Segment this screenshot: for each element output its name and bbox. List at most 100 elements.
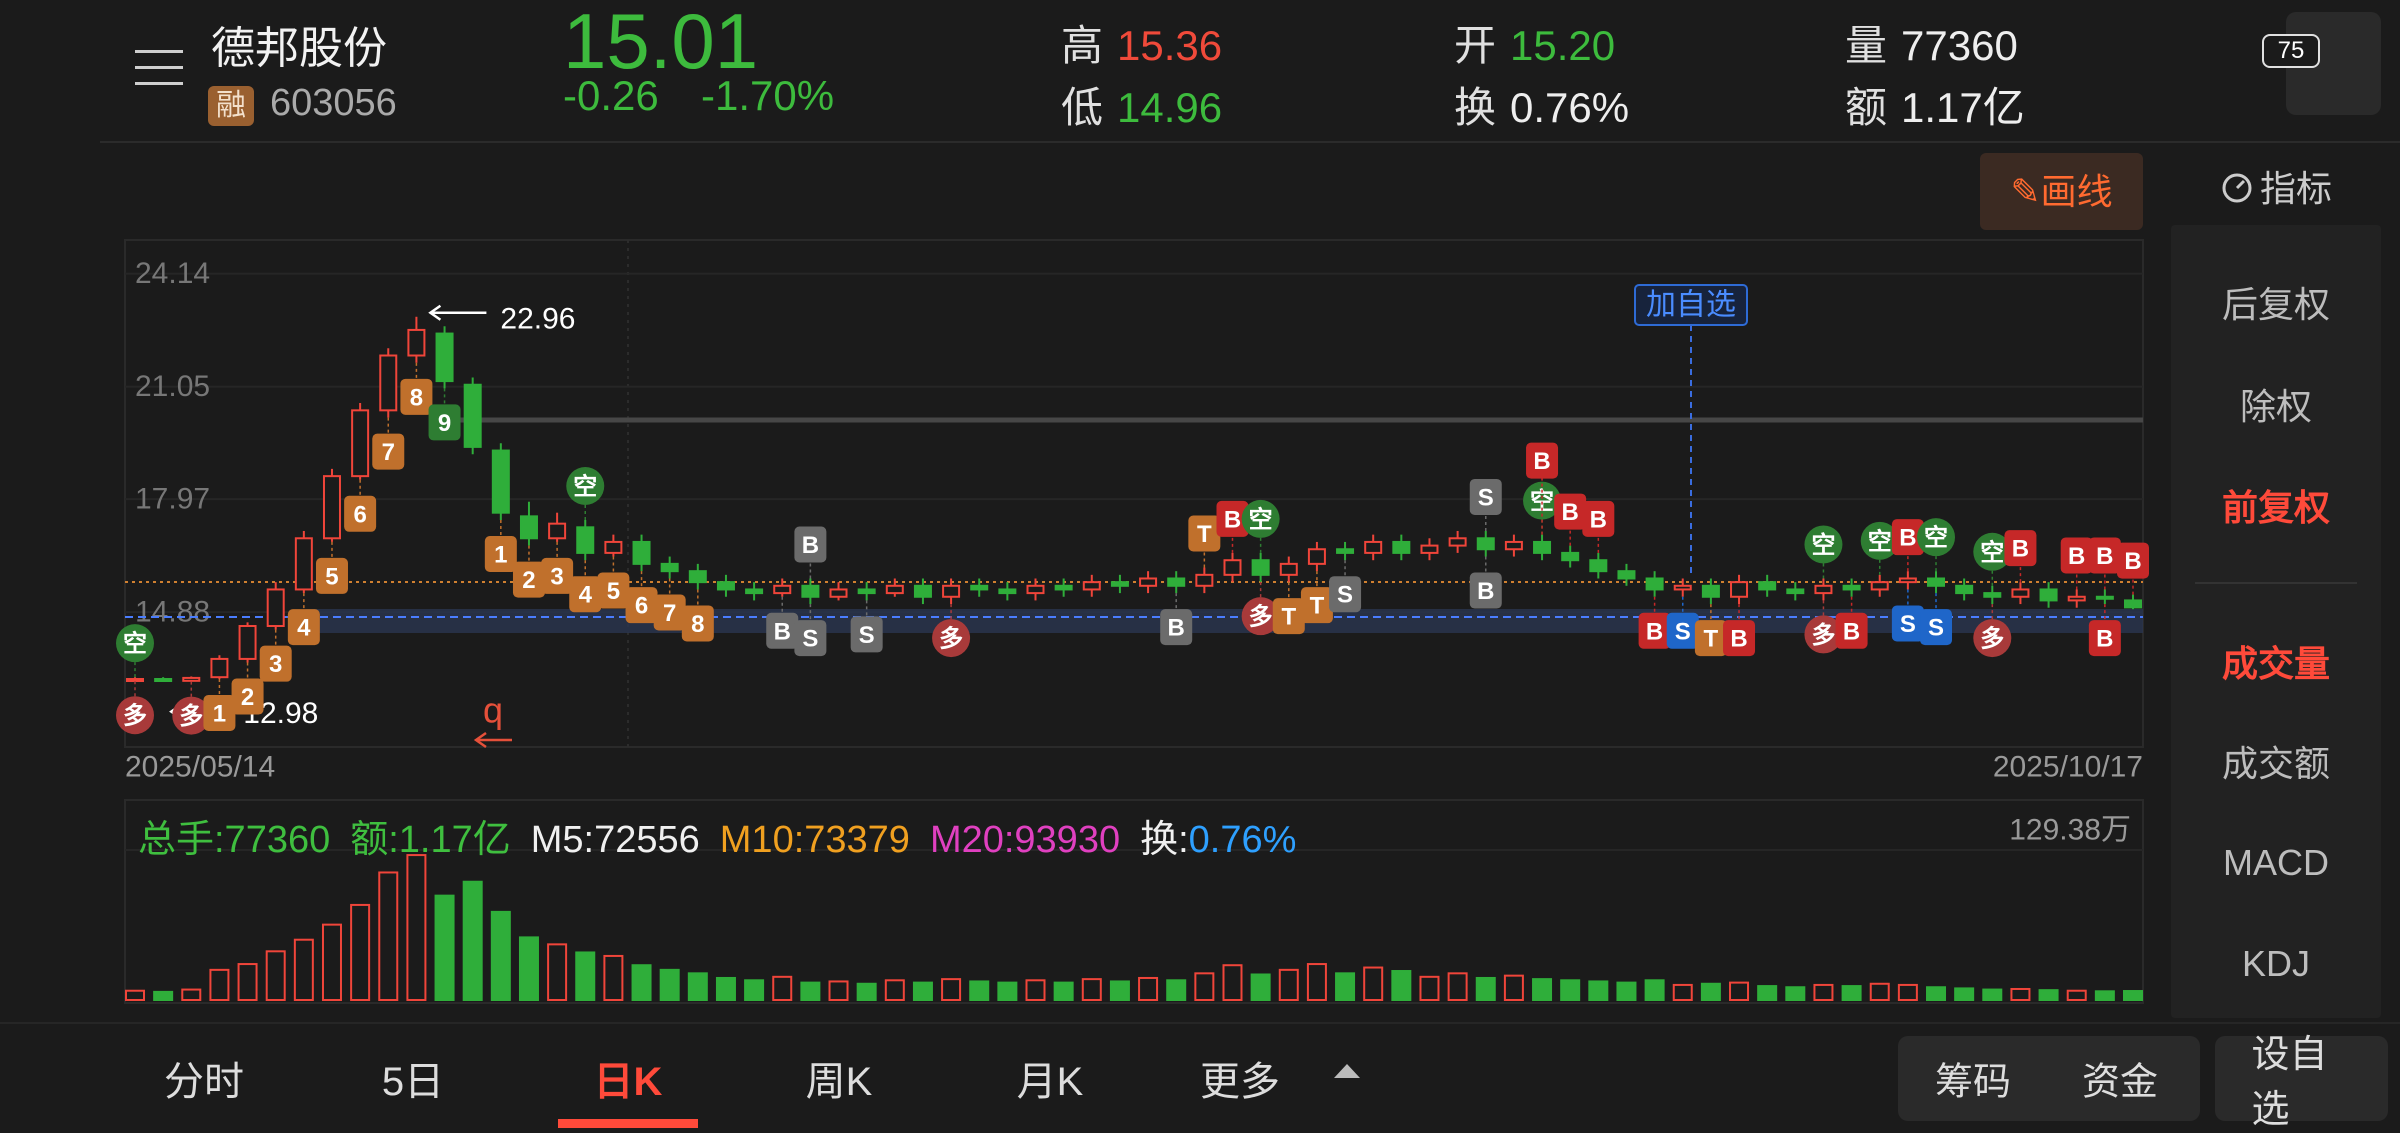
signal-shape xyxy=(1241,499,1280,538)
signal-shape xyxy=(2004,530,2037,567)
volume-bar xyxy=(1813,983,1834,1001)
signal-badge: B xyxy=(1526,442,1559,535)
signal-label: T xyxy=(1704,626,1719,653)
period-tab[interactable]: 分时 xyxy=(164,1060,244,1104)
signal-shape xyxy=(315,557,348,594)
signal-badge: 多 xyxy=(932,604,971,658)
volume-bar xyxy=(1053,981,1074,1002)
candle-body xyxy=(970,584,989,591)
candle-body xyxy=(1730,581,1749,598)
max-arrow-head xyxy=(428,304,442,321)
candle-body xyxy=(913,584,932,598)
signal-badge: 1 xyxy=(203,679,236,732)
signal-shape xyxy=(287,609,320,646)
volume-bar xyxy=(1560,979,1581,1001)
volume-stat: 换: xyxy=(1140,819,1189,861)
signal-shape xyxy=(932,619,971,658)
signal-label: B xyxy=(802,532,819,559)
side-menu-item[interactable]: 成交量 xyxy=(2221,643,2330,684)
signal-badge: B xyxy=(2117,542,2149,595)
period-tab[interactable]: 周K xyxy=(805,1060,873,1104)
signal-label: B xyxy=(2124,548,2141,575)
candle-body xyxy=(1870,581,1889,591)
funds-button[interactable]: 资金 xyxy=(2081,1061,2159,1104)
period-tab[interactable]: 更多 xyxy=(1200,1060,1280,1104)
volume-bar xyxy=(547,943,568,1001)
side-menu-item[interactable]: KDJ xyxy=(2241,943,2310,984)
more-arrow[interactable] xyxy=(1334,1064,1360,1078)
volume-bar xyxy=(997,981,1018,1002)
period-tab[interactable]: 月K xyxy=(1016,1060,1084,1104)
candle-body xyxy=(519,515,538,540)
signal-shape xyxy=(2060,537,2093,574)
signal-badge: B xyxy=(2088,604,2121,657)
volume-bar xyxy=(1869,982,1890,1001)
candle-body xyxy=(126,678,144,683)
signal-label: 多 xyxy=(1249,604,1273,631)
candle-body xyxy=(1617,570,1636,580)
period-tab[interactable]: 日K xyxy=(593,1060,663,1104)
quote-value: 15.36 xyxy=(1117,22,1223,69)
signal-label: 8 xyxy=(691,611,704,638)
side-menu-item[interactable]: 成交额 xyxy=(2221,743,2330,784)
volume-bar xyxy=(603,954,624,1001)
add-watchlist-button[interactable]: 设自选 xyxy=(2251,1034,2328,1131)
signal-shape xyxy=(1188,515,1221,552)
menu-icon[interactable] xyxy=(135,50,183,86)
signal-badge: 7 xyxy=(653,578,686,631)
volume-bar xyxy=(1025,979,1046,1001)
signal-badge: B xyxy=(1638,596,1671,649)
candle-body xyxy=(1842,584,1861,591)
draw-line-button[interactable]: ✎画线 xyxy=(1980,153,2143,230)
side-menu-item[interactable]: 后复权 xyxy=(2221,284,2330,325)
quote-value: 15.20 xyxy=(1510,22,1616,69)
volume-bar xyxy=(1419,975,1440,1002)
signal-badge: S xyxy=(1469,478,1502,531)
quote-label: 额 xyxy=(1845,84,1888,131)
volume-bar xyxy=(1785,986,1806,1002)
x-tick-label: 2025/05/14 xyxy=(125,751,275,784)
signal-badge: 多 xyxy=(1804,600,1843,654)
side-menu-item[interactable]: MACD xyxy=(2223,842,2329,883)
volume-stat: M20:93930 xyxy=(929,819,1121,861)
signal-shape xyxy=(625,587,658,624)
tag-label: 加自选 xyxy=(1646,289,1736,322)
volume-bar xyxy=(1503,974,1524,1002)
signal-label: B xyxy=(1646,618,1663,645)
volume-bar xyxy=(434,894,455,1001)
chart-frame xyxy=(124,239,2144,748)
volume-bar xyxy=(1194,972,1215,1001)
volume-bar xyxy=(1897,983,1918,1001)
signal-badge: S xyxy=(850,600,883,653)
side-menu-item[interactable]: 前复权 xyxy=(2221,487,2330,528)
candle-body xyxy=(716,581,735,591)
signal-shape xyxy=(1694,620,1727,657)
candle-body xyxy=(2011,588,2030,598)
signal-shape xyxy=(2088,620,2121,657)
signal-shape xyxy=(1917,518,1956,557)
candle-body xyxy=(829,588,848,598)
signal-shape xyxy=(1973,532,2012,571)
signal-badge: B xyxy=(1216,500,1249,553)
signal-shape xyxy=(344,495,377,532)
candle-body xyxy=(1420,544,1439,554)
signal-badge: 3 xyxy=(259,629,292,682)
signal-badge: S xyxy=(1920,593,1953,646)
signal-label: 4 xyxy=(579,582,593,609)
quote-item: 开 15.20 xyxy=(1454,12,1615,73)
indicator-button[interactable]: 指标 xyxy=(2220,160,2332,212)
volume-bar xyxy=(125,989,145,1001)
signal-shape xyxy=(1272,598,1305,635)
volume-bar xyxy=(1954,987,1975,1002)
chips-button[interactable]: 筹码 xyxy=(1934,1061,2012,1104)
signal-shape xyxy=(766,612,799,649)
signal-badge: 多 xyxy=(116,681,154,735)
volume-stat: M10:73379 xyxy=(719,819,910,861)
period-tab[interactable]: 5日 xyxy=(381,1060,445,1104)
signal-label: B xyxy=(1730,626,1747,653)
signal-label: S xyxy=(1900,611,1916,638)
side-menu-item[interactable]: 除权 xyxy=(2239,386,2312,427)
signal-badge: 空 xyxy=(1860,521,1899,575)
signal-label: T xyxy=(1281,604,1296,631)
signal-label: 1 xyxy=(213,701,226,728)
